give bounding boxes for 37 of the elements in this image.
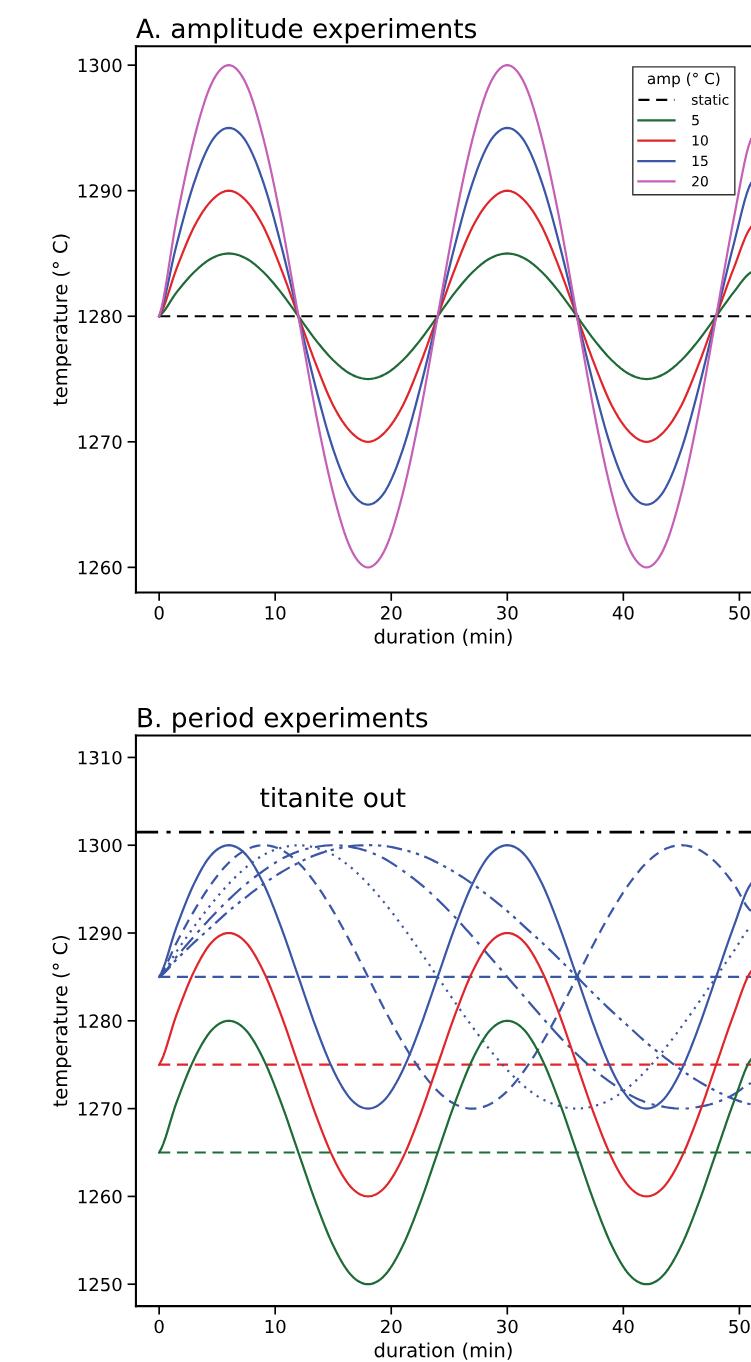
x-tick-label: 0	[154, 605, 164, 620]
y-tick-label: 1250	[78, 1277, 122, 1292]
x-tick-label: 10	[265, 1319, 286, 1334]
y-tick-label: 1280	[78, 1014, 122, 1028]
y-tick-label: 1260	[78, 1189, 122, 1204]
y-tick-label: 1300	[78, 838, 122, 853]
legend-title: amp (° C)	[647, 72, 720, 88]
y-tick-label: 1290	[78, 184, 122, 198]
x-axis-title: duration (min)	[374, 628, 512, 647]
x-axis-title: duration (min)	[374, 1342, 512, 1360]
chart-title: B. period experiments	[138, 707, 428, 733]
legend-label: 15	[692, 155, 708, 167]
y-tick-label: 1260	[78, 560, 122, 575]
y-tick-label: 1270	[78, 435, 122, 449]
x-tick-label: 40	[612, 605, 634, 620]
x-tick-label: 20	[381, 1319, 402, 1334]
legend-label: static	[691, 94, 729, 105]
x-tick-label: 40	[612, 1319, 634, 1334]
x-tick-label: 50	[729, 1319, 750, 1334]
x-tick-label: 50	[729, 605, 750, 620]
chart-title: A. amplitude experiments	[136, 17, 477, 44]
y-axis-title: temperature (° C)	[52, 234, 72, 406]
x-tick-label: 0	[154, 1319, 164, 1334]
x-tick-label: 30	[497, 605, 518, 620]
y-tick-label: 1290	[78, 926, 122, 941]
legend-label: 10	[692, 135, 708, 146]
y-axis-title: temperature (° C)	[52, 935, 72, 1107]
x-tick-label: 10	[265, 605, 286, 620]
legend-label: 20	[692, 175, 708, 187]
y-tick-label: 1310	[78, 750, 122, 765]
y-tick-label: 1280	[78, 309, 122, 324]
x-tick-label: 20	[381, 605, 402, 620]
y-tick-label: 1300	[78, 58, 122, 73]
ref-line-label: titanite out	[260, 787, 406, 808]
y-tick-label: 1270	[78, 1102, 122, 1116]
x-tick-label: 30	[497, 1319, 518, 1334]
legend-label: 5	[692, 115, 699, 126]
